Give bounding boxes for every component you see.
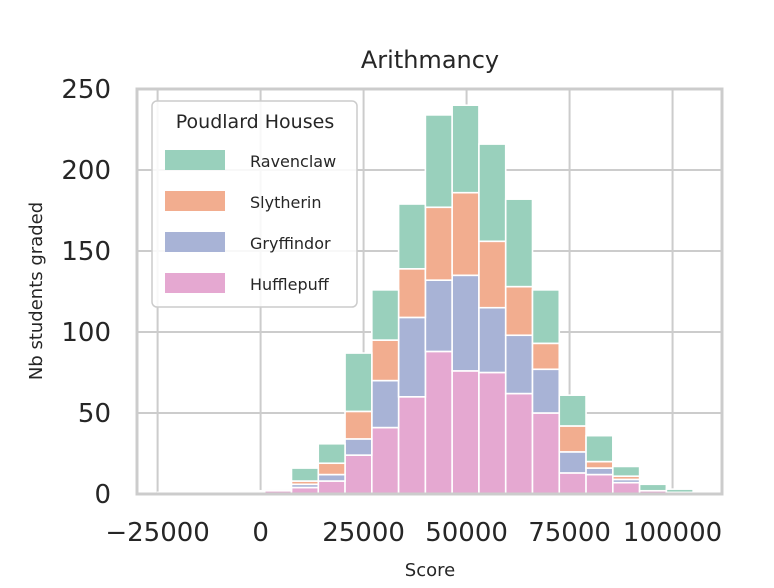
legend-swatch-slytherin — [165, 191, 225, 211]
legend-label-slytherin: Slytherin — [250, 193, 322, 212]
bar-hufflepuff — [531, 412, 561, 495]
x-tick-label: 100000 — [623, 518, 722, 548]
plot-frame — [135, 87, 724, 496]
x-tick-label: −25000 — [105, 518, 210, 548]
bar-hufflepuff — [478, 371, 507, 495]
bar-ravenclaw — [397, 203, 427, 270]
bar-ravenclaw — [612, 465, 641, 477]
bar-slytherin — [424, 206, 453, 281]
x-tick-label: 50000 — [425, 518, 508, 548]
legend-swatch-ravenclaw — [165, 150, 225, 170]
bar-gryffindor — [451, 274, 480, 372]
legend-label-hufflepuff: Hufflepuff — [250, 275, 330, 294]
bar-gryffindor — [371, 379, 400, 429]
legend-entries: Ravenclaw Slytherin Gryffindor Hufflepuff — [165, 150, 336, 294]
bar-ravenclaw — [424, 114, 453, 209]
bar-gryffindor — [317, 473, 346, 482]
chart-title: Arithmancy — [361, 46, 499, 74]
bar-slytherin — [585, 460, 614, 469]
y-tick-label: 250 — [61, 75, 111, 105]
bar-hufflepuff — [344, 454, 373, 495]
bar-ravenclaw — [504, 198, 534, 288]
bar-gryffindor — [585, 467, 614, 476]
bar-slytherin — [451, 191, 480, 277]
bar-hufflepuff — [558, 472, 587, 495]
bar-gryffindor — [263, 488, 293, 492]
bar-gryffindor — [558, 451, 587, 474]
bar-ravenclaw — [531, 289, 561, 345]
legend-swatch-hufflepuff — [165, 273, 225, 293]
bar-gryffindor — [424, 279, 453, 353]
legend-label-gryffindor: Gryffindor — [250, 234, 331, 253]
bar-ravenclaw — [558, 394, 587, 427]
bar-ravenclaw — [344, 352, 373, 413]
bar-slytherin — [531, 342, 561, 371]
x-tick-label: 0 — [252, 518, 269, 548]
histogram-bars — [156, 104, 694, 495]
bar-slytherin — [317, 462, 346, 476]
bar-gryffindor — [478, 306, 507, 374]
bar-ravenclaw — [638, 483, 668, 492]
bar-hufflepuff — [317, 480, 346, 495]
bar-slytherin — [371, 339, 400, 382]
y-axis-label: Nb students graded — [26, 202, 47, 380]
bar-hufflepuff — [397, 395, 427, 495]
legend-swatch-gryffindor — [165, 232, 225, 252]
bar-slytherin — [344, 410, 373, 440]
legend: Poudlard Houses Ravenclaw Slytherin Gryffi… — [151, 100, 358, 308]
y-tick-label: 100 — [61, 318, 111, 348]
bar-ravenclaw — [371, 289, 400, 341]
bar-slytherin — [504, 285, 534, 337]
bar-slytherin — [478, 240, 507, 309]
bar-ravenclaw — [451, 104, 480, 194]
bar-hufflepuff — [424, 350, 453, 495]
tick-labels: −25000 0 25000 50000 75000 100000 0 50 100 150 200… — [61, 75, 722, 548]
x-axis-label: Score — [405, 560, 455, 581]
y-tick-label: 50 — [78, 399, 111, 429]
bar-hufflepuff — [451, 370, 480, 495]
legend-label-ravenclaw: Ravenclaw — [250, 152, 336, 171]
y-tick-label: 0 — [94, 480, 111, 510]
bar-gryffindor — [397, 316, 427, 398]
y-tick-label: 200 — [61, 156, 111, 186]
bar-ravenclaw — [290, 467, 320, 482]
bar-hufflepuff — [504, 392, 534, 495]
bar-hufflepuff — [585, 473, 614, 495]
x-tick-label: 75000 — [528, 518, 611, 548]
bar-hufflepuff — [371, 426, 400, 495]
bar-gryffindor — [504, 334, 534, 395]
bar-hufflepuff — [612, 481, 641, 495]
bar-slytherin — [397, 268, 427, 319]
bar-ravenclaw — [585, 434, 614, 463]
bar-gryffindor — [344, 438, 373, 456]
bar-ravenclaw — [478, 143, 507, 243]
y-tick-label: 150 — [61, 237, 111, 267]
bar-gryffindor — [237, 489, 266, 494]
bar-ravenclaw — [317, 442, 346, 465]
bar-slytherin — [558, 425, 587, 453]
bar-gryffindor — [531, 368, 561, 414]
bar-ravenclaw — [665, 488, 694, 494]
x-tick-label: 25000 — [322, 518, 405, 548]
legend-title: Poudlard Houses — [176, 111, 334, 133]
